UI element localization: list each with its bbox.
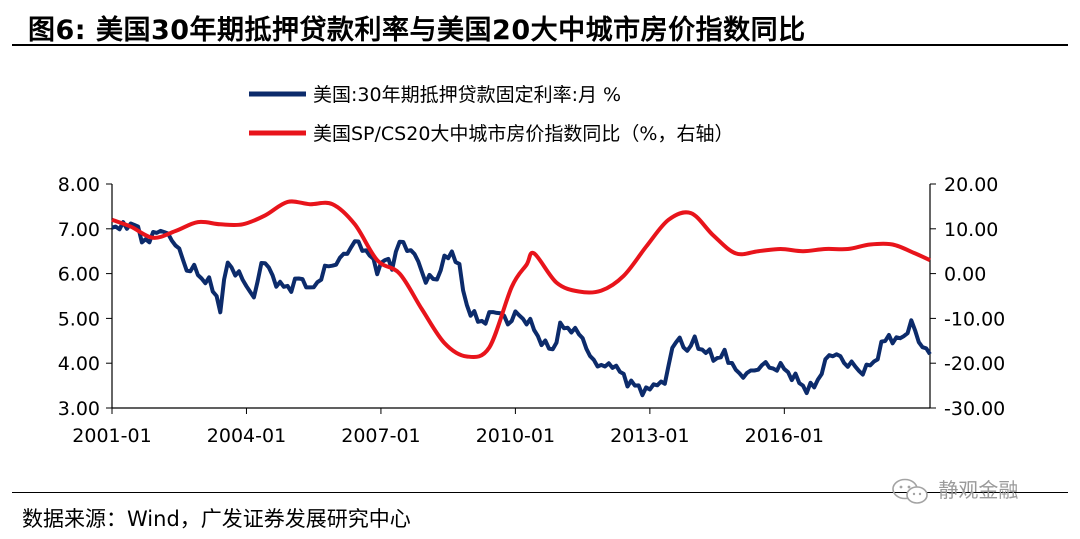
- right-tick-label: 0.00: [944, 264, 986, 286]
- x-tick-label: 2007-01: [341, 425, 420, 447]
- left-tick-label: 7.00: [58, 219, 100, 241]
- x-tick-label: 2001-01: [72, 425, 151, 447]
- source-divider: [12, 492, 1068, 493]
- chart-series: [111, 199, 932, 398]
- right-tick-label: -20.00: [944, 353, 1005, 375]
- left-tick-label: 5.00: [58, 308, 100, 330]
- series-line-house-price-yoy: [111, 199, 931, 360]
- right-tick-label: 20.00: [944, 174, 998, 196]
- figure-title-bar: 图6: 美国30年期抵押贷款利率与美国20大中城市房价指数同比: [12, 4, 1068, 46]
- chart-axes: 3.00 4.00 5.00 6.00 7.00 8.00 -30.00 -20.00 -10.…: [58, 174, 1006, 447]
- figure-title: 图6: 美国30年期抵押贷款利率与美国20大中城市房价指数同比: [28, 15, 806, 46]
- legend-label-house-price-yoy: 美国SP/CS20大中城市房价指数同比（%，右轴）: [313, 123, 733, 145]
- line-chart: 美国:30年期抵押贷款固定利率:月 % 美国SP/CS20大中城市房价指数同比（…: [58, 84, 1006, 447]
- wechat-icon: [892, 478, 928, 504]
- right-tick-label: -30.00: [944, 398, 1005, 420]
- series-line-mortgage-rate: [111, 220, 932, 398]
- legend-label-mortgage-rate: 美国:30年期抵押贷款固定利率:月 %: [313, 84, 621, 106]
- left-tick-label: 3.00: [58, 398, 100, 420]
- watermark: 静观金融: [890, 474, 1018, 504]
- source-note: 数据来源：Wind，广发证券发展研究中心: [22, 507, 411, 531]
- x-tick-label: 2016-01: [745, 425, 824, 447]
- right-tick-label: -10.00: [944, 308, 1005, 330]
- x-tick-label: 2004-01: [207, 425, 286, 447]
- x-tick-label: 2010-01: [476, 425, 555, 447]
- x-tick-label: 2013-01: [610, 425, 689, 447]
- left-tick-label: 6.00: [58, 264, 100, 286]
- left-tick-label: 4.00: [58, 353, 100, 375]
- title-underline: [12, 44, 1068, 46]
- watermark-text: 静观金融: [938, 478, 1019, 502]
- left-tick-label: 8.00: [58, 174, 100, 196]
- chart-legend: 美国:30年期抵押贷款固定利率:月 % 美国SP/CS20大中城市房价指数同比（…: [249, 84, 733, 145]
- right-tick-label: 10.00: [944, 219, 998, 241]
